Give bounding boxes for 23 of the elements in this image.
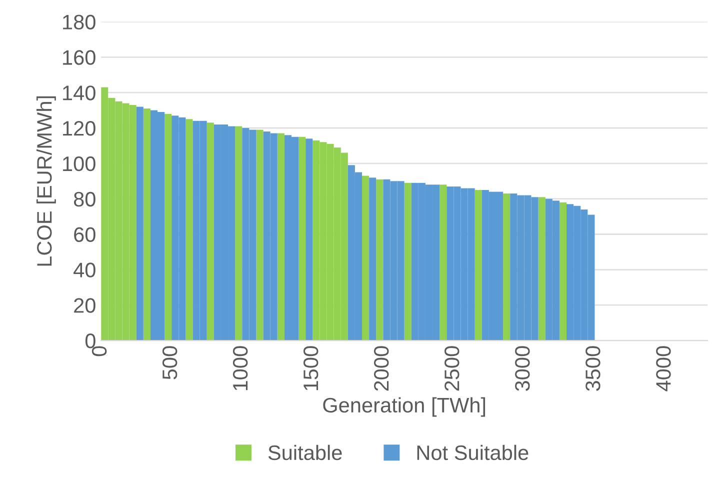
y-tick-label: 100 (63, 156, 96, 172)
x-tick-label: 2000 (374, 346, 389, 391)
y-tick-label: 80 (74, 192, 96, 207)
y-tick-label: 40 (74, 262, 96, 278)
y-tick-label: 0 (85, 334, 96, 348)
legend-label: Not Suitable (417, 444, 528, 460)
x-axis-title: Generation [TWh] (323, 397, 486, 417)
y-tick-label: 20 (74, 298, 96, 313)
y-tick-label: 140 (63, 86, 96, 100)
x-tick-label: 3500 (586, 346, 600, 391)
x-tick-label: 3000 (515, 346, 530, 391)
x-tick-label: 500 (162, 346, 178, 380)
x-tick-label: 2500 (444, 346, 460, 391)
x-tick-label: 4000 (656, 346, 671, 392)
y-tick-label: 60 (74, 227, 96, 242)
y-tick-label: 180 (63, 14, 96, 30)
x-tick-label: 0 (92, 346, 107, 356)
y-tick-label: 160 (63, 50, 96, 65)
x-tick-label: 1000 (232, 346, 248, 390)
y-tick-label: 120 (63, 120, 96, 136)
y-axis-title: LCOE [EUR/MWh] (36, 96, 56, 266)
x-tick-label: 1500 (303, 346, 318, 390)
legend-label: Suitable (268, 444, 342, 460)
